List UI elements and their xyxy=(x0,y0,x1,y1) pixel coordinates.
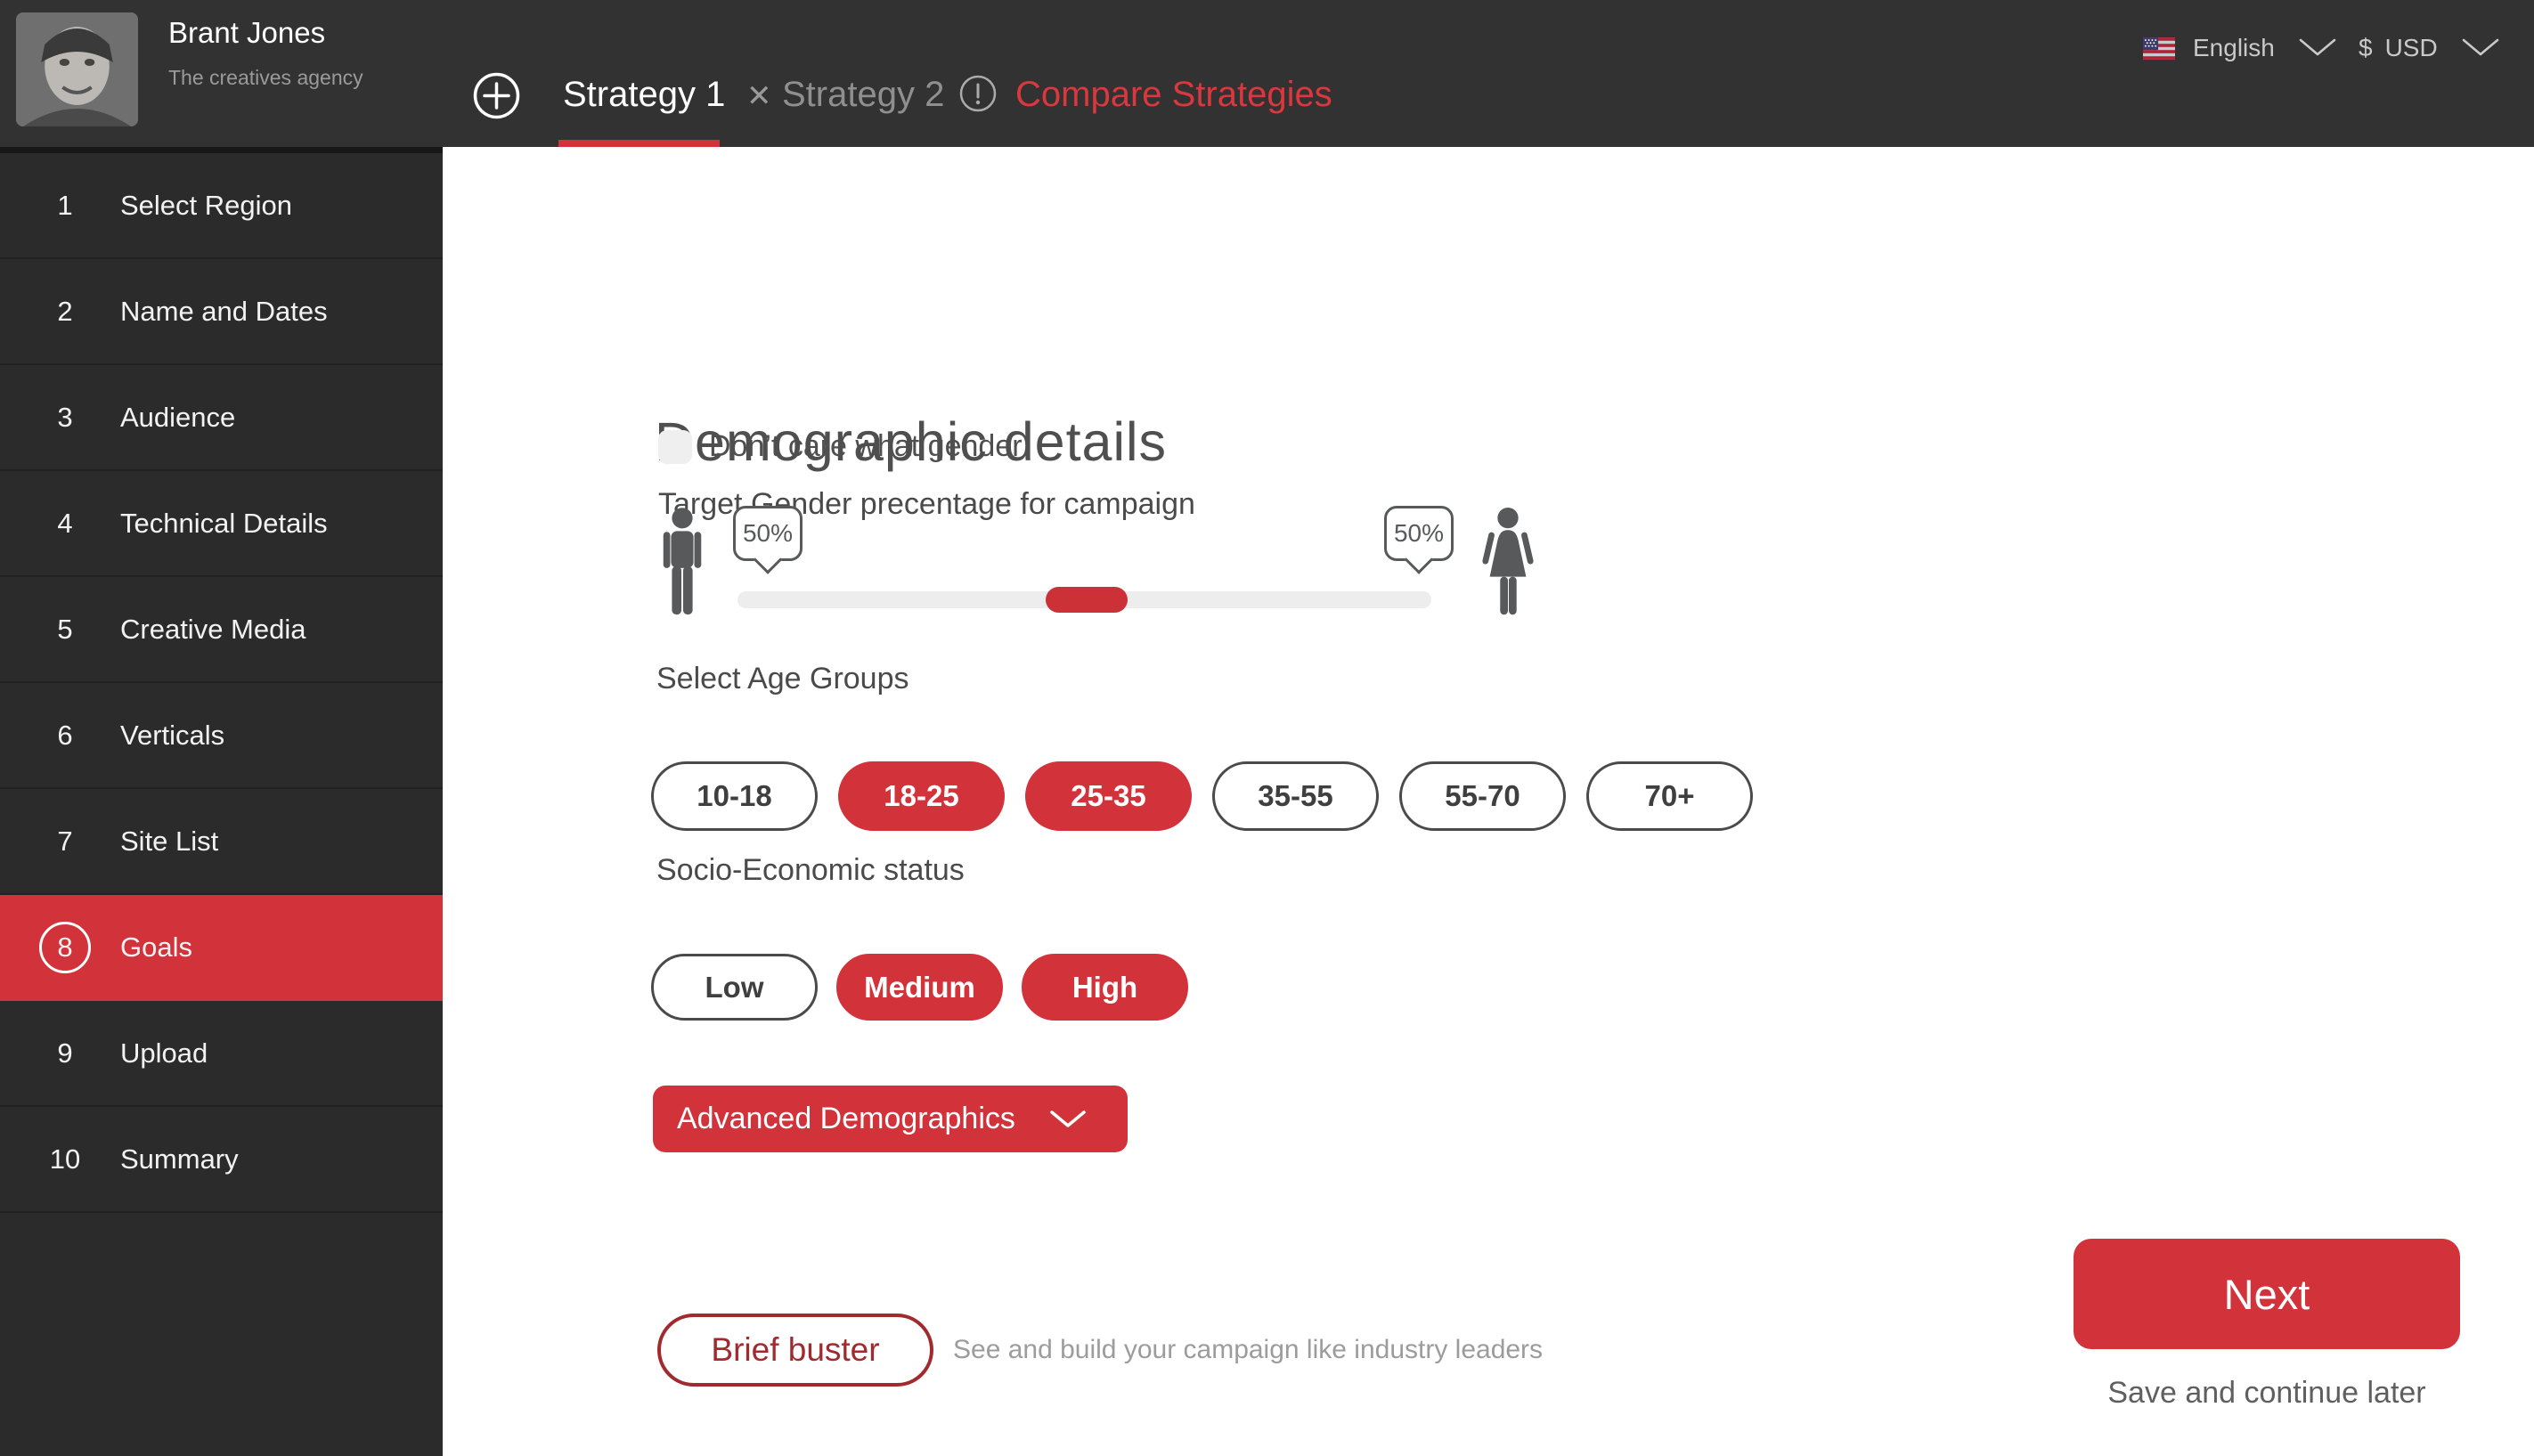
sidebar: 1 Select Region 2 Name and Dates 3 Audie… xyxy=(0,147,443,1456)
step-number: 9 xyxy=(57,1037,73,1069)
chevron-down-icon xyxy=(2299,38,2336,56)
sidebar-item-name-and-dates[interactable]: 2 Name and Dates xyxy=(0,259,443,365)
socio-pill-medium[interactable]: Medium xyxy=(836,954,1003,1021)
main-content: Demographic details Target Gender precen… xyxy=(443,147,2534,1456)
sidebar-item-goals[interactable]: 8 Goals xyxy=(0,895,443,1001)
avatar-photo xyxy=(16,12,138,126)
user-subtitle: The creatives agency xyxy=(168,66,363,89)
app-header: Brant Jones The creatives agency Strateg… xyxy=(0,0,2534,147)
age-pill-55-70[interactable]: 55-70 xyxy=(1399,761,1566,831)
language-label: English xyxy=(2193,34,2275,61)
female-percentage-bubble: 50% xyxy=(1384,506,1454,561)
sidebar-item-audience[interactable]: 3 Audience xyxy=(0,365,443,471)
male-percentage-bubble: 50% xyxy=(733,506,803,561)
sidebar-item-select-region[interactable]: 1 Select Region xyxy=(0,153,443,259)
step-label: Audience xyxy=(120,401,236,433)
step-label: Technical Details xyxy=(120,507,328,539)
sidebar-item-creative-media[interactable]: 5 Creative Media xyxy=(0,577,443,683)
step-label: Verticals xyxy=(120,719,225,751)
brief-buster-caption: See and build your campaign like industr… xyxy=(953,1335,1544,1364)
language-selector[interactable]: English xyxy=(2143,34,2337,62)
step-label: Goals xyxy=(120,931,192,963)
socio-economic-label: Socio-Economic status xyxy=(656,853,965,887)
step-number: 7 xyxy=(57,825,73,857)
step-label: Name and Dates xyxy=(120,295,328,327)
age-pill-10-18[interactable]: 10-18 xyxy=(651,761,818,831)
save-and-continue-link[interactable]: Save and continue later xyxy=(2107,1376,2426,1410)
step-label: Creative Media xyxy=(120,613,306,645)
avatar[interactable] xyxy=(16,12,138,126)
active-tab-underline xyxy=(558,140,720,147)
sidebar-item-site-list[interactable]: 7 Site List xyxy=(0,789,443,895)
step-number: 1 xyxy=(57,189,73,221)
age-pill-18-25[interactable]: 18-25 xyxy=(838,761,1005,831)
age-pill-35-55[interactable]: 35-55 xyxy=(1212,761,1379,831)
gender-slider: 50% 50% xyxy=(656,506,1984,666)
socio-pill-high[interactable]: High xyxy=(1022,954,1188,1021)
chevron-down-icon xyxy=(2462,38,2499,56)
step-number: 4 xyxy=(57,507,73,539)
advanced-demographics-label: Advanced Demographics xyxy=(677,1102,1015,1135)
step-label: Summary xyxy=(120,1143,239,1175)
next-button[interactable]: Next xyxy=(2074,1239,2460,1349)
male-icon xyxy=(663,508,702,615)
add-strategy-button[interactable] xyxy=(472,71,521,120)
page-title: Demographic details xyxy=(655,411,1168,472)
sidebar-item-verticals[interactable]: 6 Verticals xyxy=(0,683,443,789)
info-icon xyxy=(959,75,997,112)
plus-icon xyxy=(473,72,520,119)
gender-slider-handle[interactable] xyxy=(1046,587,1128,613)
strategy-info-button[interactable] xyxy=(958,74,998,113)
age-pill-25-35[interactable]: 25-35 xyxy=(1025,761,1192,831)
sidebar-item-upload[interactable]: 9 Upload xyxy=(0,1001,443,1107)
brief-buster-button[interactable]: Brief buster xyxy=(657,1314,933,1387)
step-number: 6 xyxy=(57,719,73,751)
brief-buster-row: Brief buster See and build your campaign… xyxy=(657,1314,1543,1387)
female-icon xyxy=(1482,508,1534,615)
age-groups-label: Select Age Groups xyxy=(656,662,909,695)
step-number: 5 xyxy=(57,613,73,645)
step-number: 10 xyxy=(49,1143,81,1175)
advanced-demographics-button[interactable]: Advanced Demographics xyxy=(653,1086,1128,1152)
age-pill-70-plus[interactable]: 70+ xyxy=(1586,761,1753,831)
tab-strategy-2[interactable]: Strategy 2 xyxy=(782,75,945,114)
tab-strategy-1[interactable]: Strategy 1 xyxy=(563,75,726,114)
step-number: 2 xyxy=(57,295,73,327)
socio-pill-low[interactable]: Low xyxy=(651,954,818,1021)
compare-strategies-link[interactable]: Compare Strategies xyxy=(1015,75,1332,114)
step-number-active: 8 xyxy=(39,921,91,973)
close-strategy-2-icon[interactable]: ✕ xyxy=(746,79,772,113)
dont-care-gender-label: Don’t care what gender xyxy=(709,429,1023,463)
currency-symbol: $ xyxy=(2359,34,2373,61)
chevron-down-icon xyxy=(1050,1110,1086,1127)
user-name: Brant Jones xyxy=(168,16,326,49)
step-label: Upload xyxy=(120,1037,208,1069)
dont-care-gender-checkbox[interactable] xyxy=(658,429,692,464)
currency-label: USD xyxy=(2384,34,2438,61)
gender-checkbox-row: Don’t care what gender xyxy=(658,429,1023,464)
us-flag-icon xyxy=(2143,37,2175,60)
step-label: Select Region xyxy=(120,189,293,221)
currency-selector[interactable]: $ USD xyxy=(2359,34,2500,62)
socio-economic-row: Low Medium High xyxy=(651,954,1188,1021)
step-number: 3 xyxy=(57,401,73,433)
sidebar-item-technical-details[interactable]: 4 Technical Details xyxy=(0,471,443,577)
sidebar-item-summary[interactable]: 10 Summary xyxy=(0,1107,443,1213)
age-groups-row: 10-18 18-25 25-35 35-55 55-70 70+ xyxy=(651,761,1753,831)
step-label: Site List xyxy=(120,825,219,857)
